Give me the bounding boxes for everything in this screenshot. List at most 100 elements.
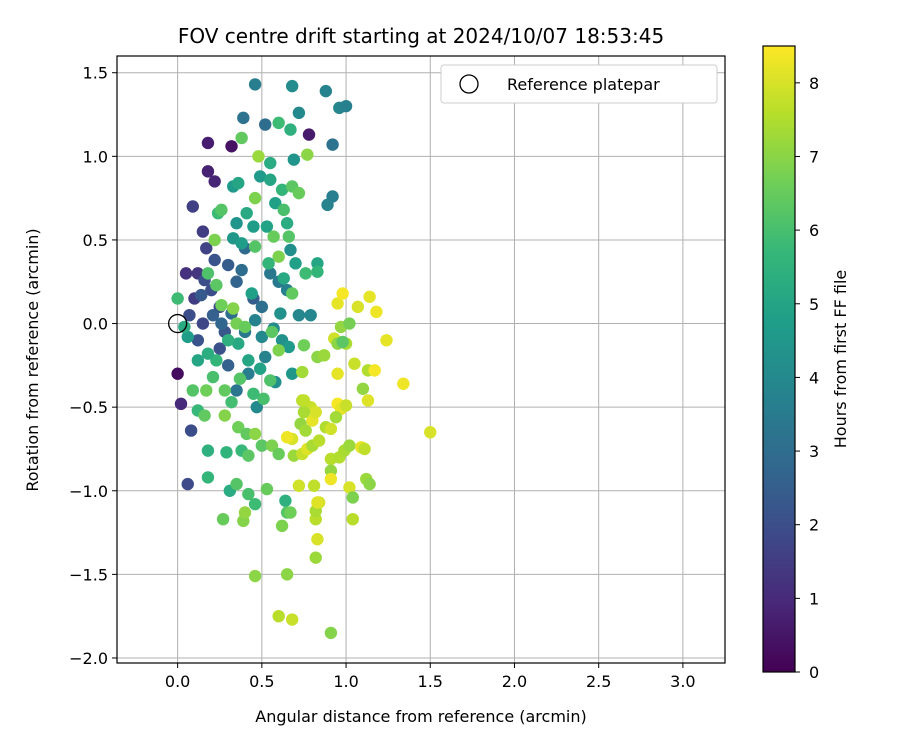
data-point [361, 394, 375, 407]
data-point [186, 384, 199, 397]
data-point [309, 551, 322, 564]
data-point [250, 400, 263, 414]
data-point [195, 288, 208, 302]
data-point [248, 314, 262, 327]
data-point [269, 196, 282, 210]
data-point [248, 427, 262, 441]
colorbar-tick-label: 8 [809, 74, 819, 93]
data-point [255, 439, 269, 452]
data-point [191, 334, 205, 347]
data-point [259, 350, 272, 364]
data-point [196, 225, 210, 238]
colorbar-tick-label: 4 [809, 368, 819, 387]
data-point [279, 494, 292, 507]
x-tick-label: 0.5 [249, 672, 274, 691]
data-point [183, 308, 196, 322]
x-axis-ticks: 0.0 0.5 1.0 1.5 2.0 2.5 3.0 [165, 663, 696, 691]
data-point [253, 362, 267, 375]
data-point [221, 258, 235, 272]
x-tick-label: 1.5 [418, 672, 443, 691]
data-point [225, 395, 238, 409]
data-point [206, 308, 220, 322]
colorbar: 0 1 2 3 4 5 6 7 8 Hours from first FF file [762, 45, 850, 682]
colorbar-tick-label: 5 [809, 295, 819, 314]
data-point [282, 230, 295, 243]
data-point [248, 240, 262, 253]
data-point [343, 439, 356, 452]
data-point [259, 118, 272, 131]
data-point [339, 99, 353, 113]
data-point [235, 131, 248, 145]
data-point [346, 512, 359, 526]
data-point [297, 394, 311, 407]
data-point [184, 424, 198, 437]
data-point [324, 422, 338, 436]
data-point [275, 519, 289, 533]
data-point [297, 405, 311, 419]
data-point [227, 302, 240, 315]
data-point [215, 317, 228, 330]
data-point [247, 220, 260, 233]
data-point [232, 337, 245, 350]
data-point [280, 217, 294, 230]
data-point [262, 257, 275, 270]
y-tick-label: 0.5 [83, 231, 108, 250]
data-point [240, 206, 253, 220]
data-point [252, 150, 265, 163]
data-point [297, 339, 311, 352]
data-point [216, 512, 230, 526]
data-point [230, 217, 243, 230]
data-point [255, 300, 269, 314]
data-point [218, 384, 231, 397]
data-point [284, 123, 297, 136]
data-point [179, 267, 193, 280]
data-point [280, 568, 294, 581]
data-point [356, 382, 370, 395]
y-tick-label: 1.0 [83, 147, 108, 166]
data-point [248, 191, 262, 205]
legend-marker-icon [459, 74, 479, 94]
data-point [196, 317, 210, 330]
colorbar-label: Hours from first FF file [831, 270, 850, 449]
data-point [255, 330, 269, 344]
data-point [287, 153, 301, 166]
data-point [358, 442, 371, 456]
data-point [272, 116, 285, 130]
x-tick-label: 2.5 [586, 672, 611, 691]
data-point [247, 387, 260, 400]
x-axis-label: Angular distance from reference (arcmin) [255, 707, 586, 726]
data-point [299, 424, 312, 437]
data-point [178, 320, 191, 334]
data-point [296, 365, 309, 379]
data-point [311, 533, 324, 546]
data-point [324, 472, 338, 486]
data-point [380, 334, 393, 347]
data-point [301, 148, 314, 161]
data-point [232, 421, 245, 434]
data-point [319, 84, 333, 98]
data-point [343, 317, 356, 330]
x-tick-label: 3.0 [670, 672, 695, 691]
data-point [221, 334, 235, 347]
data-point [265, 439, 279, 452]
colorbar-tick-label: 0 [809, 663, 819, 682]
data-point [277, 272, 290, 285]
y-tick-label: −1.5 [69, 565, 108, 584]
colorbar-tick-label: 7 [809, 147, 819, 166]
data-point [307, 479, 321, 492]
data-point [267, 230, 280, 243]
data-point [260, 482, 274, 496]
y-axis-ticks: −2.0 −1.5 −1.0 −0.5 0.0 0.5 1.0 1.5 [69, 64, 117, 668]
colorbar-ticks: 0 1 2 3 4 5 6 7 8 [795, 74, 819, 682]
data-point [221, 359, 235, 372]
data-point [368, 364, 381, 377]
data-point [292, 186, 306, 200]
data-point [351, 300, 365, 314]
data-point [343, 481, 356, 494]
data-point [242, 487, 255, 501]
data-point [302, 128, 316, 141]
data-point [235, 263, 248, 277]
data-point [208, 253, 221, 267]
plot-frame [116, 55, 726, 664]
